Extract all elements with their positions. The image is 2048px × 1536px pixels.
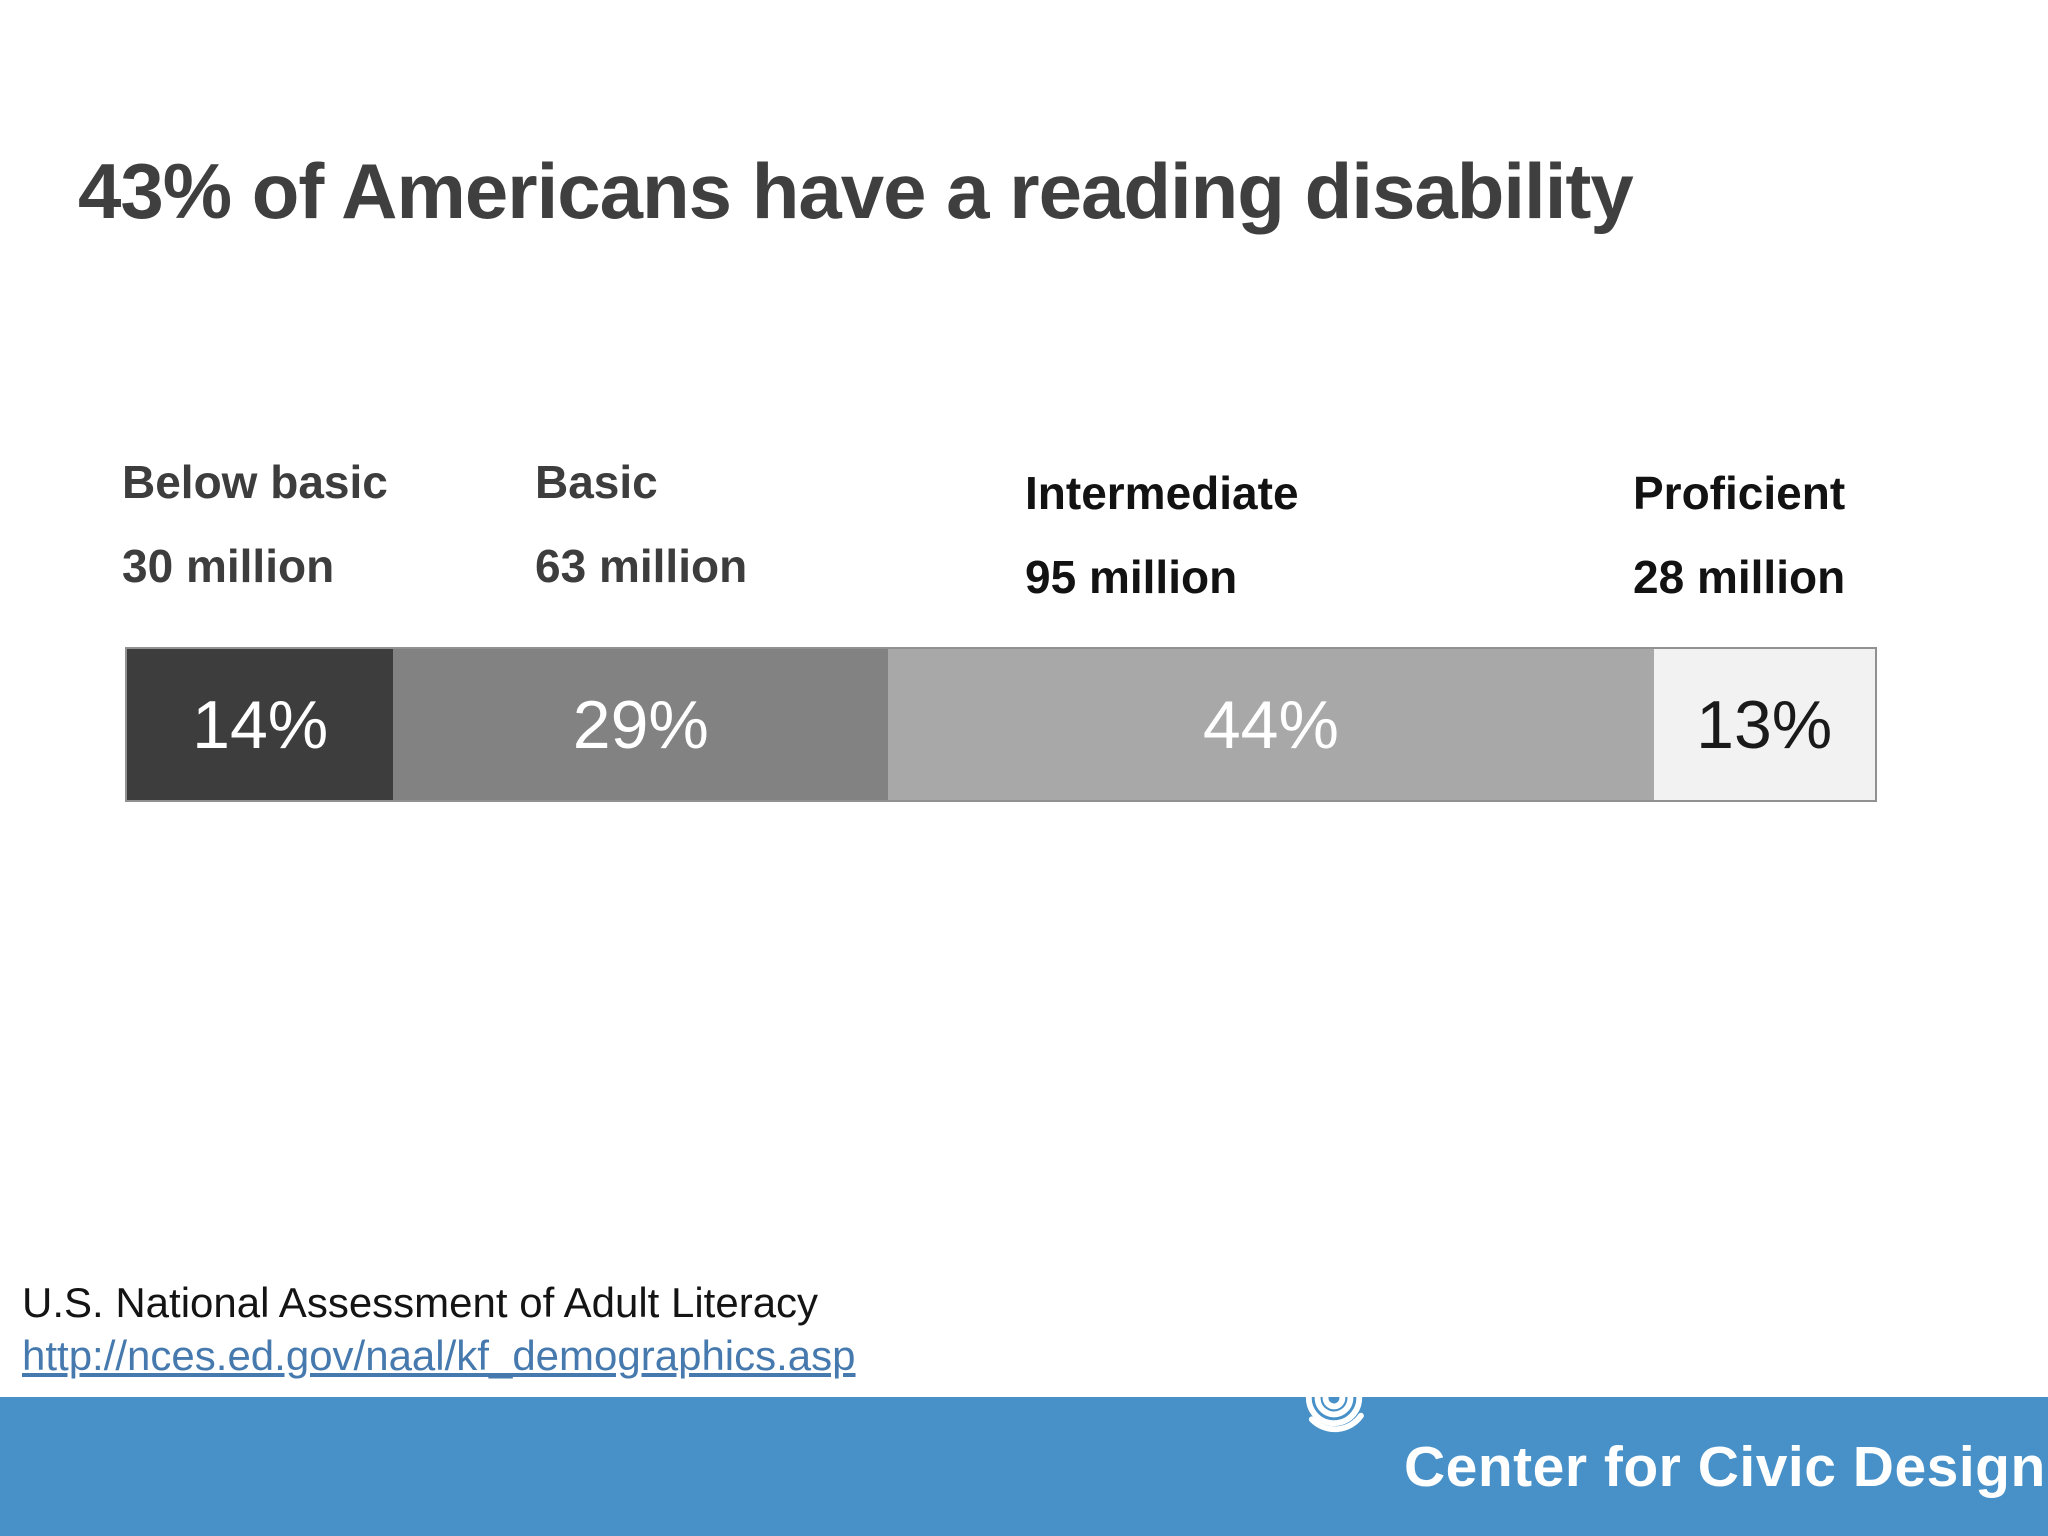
- category-name: Intermediate: [1025, 467, 1299, 519]
- category-count: 95 million: [1025, 550, 1238, 603]
- fingerprint-spiral-icon: [1305, 1372, 1364, 1433]
- stacked-bar: 14% 29% 44% 13%: [125, 647, 1877, 802]
- segment-percent: 44%: [1202, 686, 1339, 763]
- segment-percent: 14%: [192, 686, 329, 763]
- category-name: Proficient: [1633, 467, 1846, 519]
- bar-segment-intermediate: 44%: [888, 649, 1654, 800]
- segment-percent: 13%: [1696, 686, 1833, 763]
- category-label-basic: Basic 63 million: [535, 456, 748, 592]
- category-label-below-basic: Below basic 30 million: [122, 456, 388, 592]
- source-link[interactable]: http://nces.ed.gov/naal/kf_demographics.…: [22, 1332, 856, 1380]
- category-count: 30 million: [122, 539, 335, 592]
- bar-segment-proficient: 13%: [1653, 649, 1875, 800]
- segment-percent: 29%: [572, 686, 709, 763]
- category-name: Basic: [535, 456, 658, 508]
- source-text: U.S. National Assessment of Adult Litera…: [22, 1279, 819, 1326]
- bar-segment-below-basic: 14%: [127, 649, 394, 800]
- category-count: 28 million: [1633, 550, 1846, 603]
- category-label-intermediate: Intermediate 95 million: [1025, 467, 1299, 603]
- org-name: Center for Civic Design: [1404, 1434, 2046, 1499]
- source-citation: U.S. National Assessment of Adult Litera…: [22, 1276, 856, 1383]
- page-title: 43% of Americans have a reading disabili…: [78, 147, 1634, 236]
- bar-segment-basic: 29%: [393, 649, 889, 800]
- category-count: 63 million: [535, 539, 748, 592]
- category-label-proficient: Proficient 28 million: [1633, 467, 1846, 603]
- footer-bar: Center for Civic Design: [0, 1372, 2048, 1536]
- category-name: Below basic: [122, 456, 388, 508]
